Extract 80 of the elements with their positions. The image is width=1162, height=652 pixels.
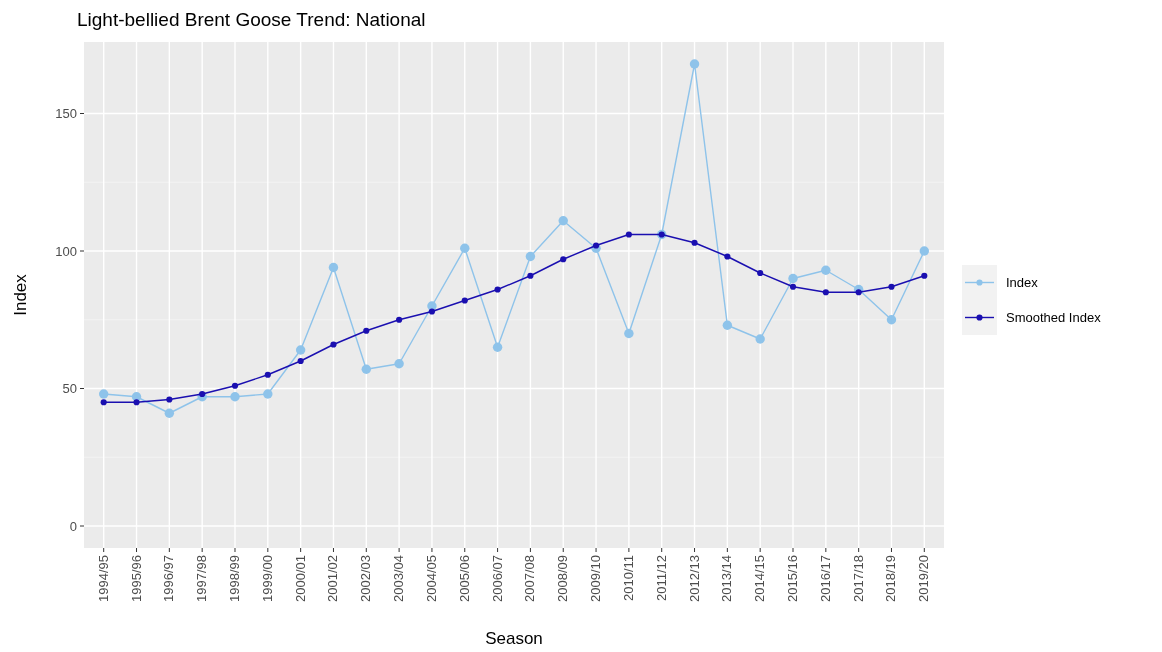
x-tick-label: 2015/16	[785, 555, 801, 602]
point	[888, 283, 895, 290]
point	[460, 243, 470, 253]
point	[330, 341, 337, 348]
point	[297, 357, 304, 365]
point	[492, 342, 503, 352]
x-tick-label: 2012/13	[686, 555, 702, 602]
point	[755, 334, 765, 344]
x-tick-label: 1994/95	[95, 555, 111, 602]
x-tick-label: 1999/00	[259, 555, 275, 602]
y-tick-label: 150	[55, 106, 77, 122]
point	[919, 246, 930, 256]
point	[263, 389, 273, 399]
point	[264, 371, 271, 378]
legend-label: Index	[1006, 275, 1039, 291]
x-tick-label: 2010/11	[620, 555, 636, 602]
point	[722, 320, 733, 330]
point	[855, 289, 862, 296]
point	[821, 265, 831, 275]
legend-label: Smoothed Index	[1006, 310, 1102, 326]
point	[558, 216, 568, 226]
x-tick-label: 1996/97	[161, 555, 177, 602]
point	[428, 308, 436, 315]
x-tick-label: 1997/98	[194, 555, 210, 602]
point	[689, 59, 700, 69]
x-tick-label: 2000/01	[292, 555, 308, 602]
x-tick-label: 2013/14	[719, 555, 735, 602]
point	[691, 239, 698, 246]
x-tick-label: 1995/96	[128, 555, 144, 602]
x-tick-label: 2007/08	[522, 555, 538, 602]
point	[757, 269, 764, 277]
x-tick-label: 2001/02	[325, 555, 341, 602]
point	[789, 283, 797, 290]
point	[461, 297, 468, 304]
chart-title: Light-bellied Brent Goose Trend: National	[77, 9, 426, 30]
point	[822, 289, 829, 296]
x-tick-label: 2005/06	[456, 555, 472, 602]
point	[230, 392, 240, 402]
point	[625, 231, 632, 238]
x-tick-label: 2011/12	[653, 555, 669, 602]
x-tick-label: 2019/20	[916, 555, 932, 602]
x-tick-label: 2008/09	[555, 555, 571, 602]
y-tick-label: 0	[69, 518, 77, 534]
x-tick-label: 2017/18	[850, 555, 866, 602]
x-tick-label: 2016/17	[817, 555, 833, 602]
point	[886, 315, 897, 325]
x-tick-label: 2004/05	[423, 555, 439, 602]
y-tick-label: 50	[62, 381, 77, 397]
point	[166, 396, 173, 403]
point	[921, 272, 928, 279]
point	[624, 328, 634, 339]
point	[295, 345, 306, 355]
x-tick-label: 2009/10	[588, 555, 604, 602]
point	[525, 251, 536, 262]
point	[133, 399, 140, 406]
point	[396, 316, 403, 323]
point	[363, 327, 370, 334]
y-axis-title: Index	[11, 273, 30, 316]
point	[98, 389, 109, 399]
point	[560, 256, 567, 263]
point	[328, 262, 339, 273]
y-tick-label: 100	[55, 243, 77, 259]
point	[164, 408, 175, 418]
point	[592, 242, 600, 249]
point	[394, 359, 404, 369]
x-axis-title: Season	[485, 629, 543, 648]
x-tick-label: 2018/19	[883, 555, 899, 602]
x-tick-label: 2014/15	[752, 555, 768, 602]
point	[361, 364, 372, 374]
point	[199, 390, 206, 398]
point	[494, 286, 501, 293]
point	[724, 253, 731, 260]
x-tick-label: 2006/07	[489, 555, 505, 602]
x-tick-label: 2003/04	[391, 555, 407, 602]
x-tick-label: 1998/99	[226, 555, 242, 602]
point	[788, 273, 798, 284]
point	[100, 399, 107, 406]
x-tick-label: 2002/03	[358, 555, 374, 602]
point	[231, 382, 239, 389]
point	[527, 272, 534, 279]
